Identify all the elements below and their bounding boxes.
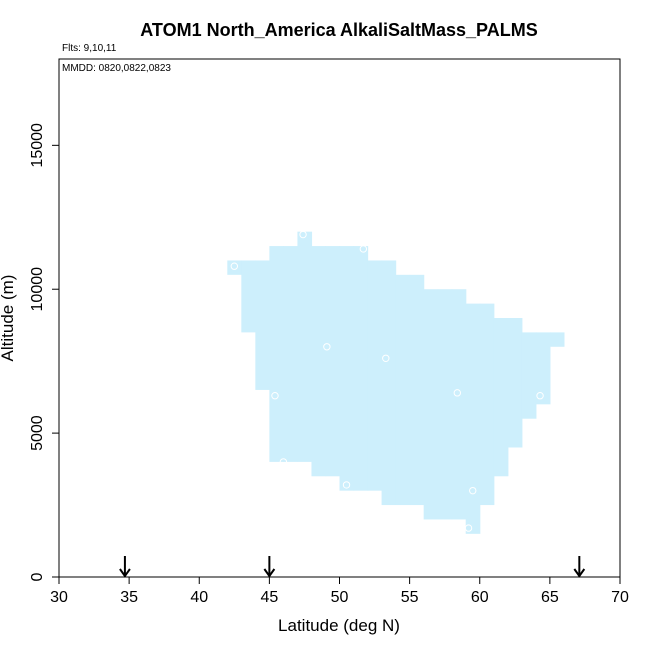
y-tick-label: 0 (29, 572, 46, 581)
sample-point (271, 392, 279, 400)
x-tick-label: 70 (611, 589, 629, 606)
heatmap-cells (227, 231, 565, 534)
y-axis: 0 5000 10000 15000 (29, 123, 59, 581)
x-tick-label: 55 (401, 589, 419, 606)
x-tick-label: 40 (190, 589, 208, 606)
heatmap-cell (297, 231, 313, 462)
sample-point (382, 354, 390, 362)
heatmap-cell (339, 246, 355, 491)
sample-points (230, 230, 544, 532)
heatmap-cell (423, 289, 439, 520)
sample-point (299, 230, 307, 239)
heatmap-cell (395, 274, 411, 506)
heatmap-cell (465, 303, 481, 534)
x-tick-label: 65 (541, 589, 559, 606)
heatmap-cell (269, 246, 284, 462)
x-tick-label: 35 (120, 589, 138, 606)
heatmap-cell (549, 332, 565, 347)
y-tick-label: 15000 (29, 123, 46, 168)
heatmap-cell (437, 289, 453, 520)
heatmap-cell (325, 246, 341, 477)
x-tick-label: 45 (260, 589, 278, 606)
sample-point (453, 389, 462, 397)
x-tick-label: 30 (50, 589, 68, 606)
x-tick-label: 60 (471, 589, 489, 606)
dates-label: MMDD: 0820,0822,0823 (62, 63, 171, 74)
heatmap-cell (493, 318, 509, 477)
heatmap-cell (409, 274, 425, 506)
sample-point (464, 524, 473, 532)
y-tick-label: 10000 (29, 267, 46, 312)
heatmap-cell (521, 332, 537, 419)
heatmap-cell (507, 318, 523, 448)
heatmap-cell (227, 260, 242, 275)
y-tick-label: 5000 (29, 415, 46, 451)
heatmap-cell (451, 289, 467, 520)
heatmap-cell (283, 246, 299, 462)
heatmap-cell (367, 260, 383, 491)
sample-point (279, 458, 288, 466)
sample-point (536, 392, 544, 400)
sample-point (230, 262, 239, 270)
arrow-head (119, 568, 131, 578)
x-tick-label: 50 (331, 589, 349, 606)
sample-point (359, 245, 368, 253)
chart-title: ATOM1 North_America AlkaliSaltMass_PALMS (140, 20, 537, 40)
arrow-head (573, 568, 586, 578)
flights-label: Flts: 9,10,11 (62, 43, 117, 54)
heatmap-cell (311, 246, 327, 477)
heatmap-cell (255, 260, 270, 390)
x-axis: 30 35 40 45 50 55 60 65 70 (50, 577, 629, 606)
y-axis-label: Altitude (m) (0, 275, 17, 362)
heatmap-cell (381, 260, 397, 506)
sample-point (342, 481, 351, 489)
arrow-markers (119, 556, 586, 578)
heatmap-cell (479, 303, 495, 506)
arrow-head (263, 568, 276, 578)
heatmap-cell (353, 246, 369, 491)
heatmap-cell (241, 260, 256, 333)
sample-point (469, 486, 477, 495)
heatmap-cell (535, 332, 551, 405)
x-axis-label: Latitude (deg N) (278, 616, 400, 635)
sample-point (323, 343, 331, 351)
